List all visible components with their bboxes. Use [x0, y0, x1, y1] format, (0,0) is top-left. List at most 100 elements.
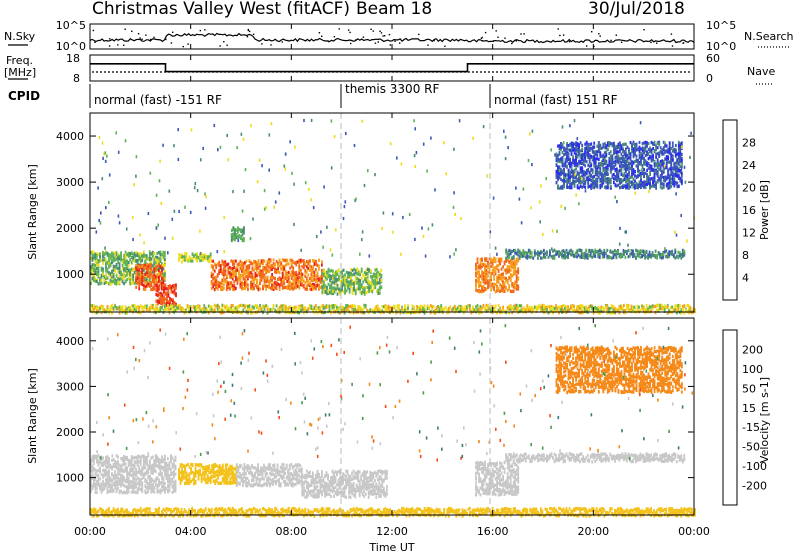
range-time-cell	[494, 290, 497, 294]
range-time-cell	[159, 271, 162, 275]
range-time-cell	[576, 255, 578, 259]
range-time-cell	[375, 272, 378, 276]
range-time-cell	[530, 251, 533, 255]
range-time-cell	[644, 154, 647, 158]
range-time-cell	[265, 284, 267, 288]
range-time-cell	[558, 151, 561, 155]
range-time-cell	[130, 282, 133, 286]
range-time-cell	[680, 158, 683, 162]
range-time-cell	[188, 257, 191, 261]
range-time-cell	[590, 174, 593, 178]
range-time-cell	[330, 277, 333, 281]
range-time-cell	[90, 308, 92, 312]
range-time-cell	[617, 161, 620, 165]
range-time-cell	[563, 172, 565, 176]
range-time-cell	[509, 261, 512, 265]
range-time-cell	[597, 157, 600, 162]
range-time-cell	[646, 180, 648, 184]
range-time-cell	[99, 255, 101, 259]
range-time-cell	[315, 274, 317, 278]
range-time-cell	[210, 308, 213, 312]
range-time-cell	[162, 267, 165, 271]
range-time-cell	[316, 263, 319, 267]
range-time-cell	[478, 290, 480, 294]
range-time-cell	[162, 280, 165, 284]
range-time-cell	[239, 303, 242, 307]
range-time-cell	[132, 278, 135, 282]
range-time-cell	[605, 153, 608, 157]
range-time-cell	[315, 262, 317, 266]
range-time-cell	[91, 304, 94, 308]
range-time-cell	[640, 181, 642, 185]
range-time-cell	[312, 270, 314, 274]
range-time-cell	[284, 285, 287, 289]
range-time-cell	[312, 287, 314, 291]
range-time-cell	[260, 271, 263, 275]
range-time-cell	[661, 175, 664, 179]
nsky-dot	[247, 29, 250, 32]
range-time-cell	[575, 148, 577, 152]
range-time-cell	[558, 165, 561, 169]
range-time-cell	[210, 271, 213, 275]
range-time-cell	[319, 285, 322, 290]
range-time-cell	[307, 307, 310, 311]
range-time-cell	[634, 144, 636, 148]
range-time-cell	[323, 286, 325, 290]
range-time-cell	[117, 266, 119, 270]
range-time-cell	[210, 286, 213, 290]
range-time-cell	[665, 249, 668, 253]
range-time-cell	[637, 166, 639, 170]
range-time-cell	[336, 270, 339, 274]
range-time-cell	[109, 279, 112, 283]
range-time-cell	[344, 273, 346, 277]
range-time-cell	[351, 287, 354, 291]
range-time-cell	[362, 290, 365, 294]
range-time-cell	[540, 251, 542, 255]
range-time-cell	[506, 288, 509, 292]
range-time-cell	[197, 256, 200, 260]
range-time-cell	[102, 272, 104, 276]
range-time-cell	[206, 256, 209, 260]
range-time-cell	[676, 185, 679, 189]
range-time-cell	[201, 307, 204, 311]
range-time-cell	[233, 272, 236, 276]
range-time-cell	[652, 168, 654, 172]
range-time-cell	[293, 286, 296, 290]
range-time-cell	[242, 274, 245, 278]
range-time-cell	[609, 170, 612, 174]
range-time-cell	[269, 286, 272, 290]
range-time-cell	[569, 143, 571, 147]
range-time-cell	[620, 152, 623, 156]
range-time-cell	[165, 307, 168, 311]
range-time-cell	[334, 304, 337, 308]
range-time-cell	[142, 287, 145, 291]
range-time-cell	[609, 159, 612, 163]
range-time-cell	[356, 276, 359, 281]
range-time-cell	[628, 152, 630, 156]
range-time-cell	[94, 270, 97, 274]
range-time-cell	[580, 253, 583, 257]
range-time-cell	[91, 253, 94, 257]
range-time-cell	[106, 308, 109, 313]
range-time-cell	[245, 265, 248, 269]
range-time-cell	[144, 285, 147, 289]
range-time-cell	[538, 253, 541, 257]
range-time-cell	[673, 178, 676, 183]
range-time-cell	[609, 168, 612, 172]
range-time-cell	[493, 259, 495, 263]
range-time-cell	[159, 253, 162, 257]
range-time-cell	[127, 306, 130, 310]
range-time-cell	[295, 286, 298, 290]
range-time-cell	[172, 290, 174, 294]
range-time-cell	[212, 285, 215, 289]
range-time-cell	[508, 260, 511, 264]
range-time-cell	[195, 307, 198, 311]
range-time-cell	[245, 282, 248, 286]
range-time-cell	[159, 258, 162, 262]
range-time-cell	[643, 183, 645, 187]
range-time-cell	[126, 259, 128, 263]
range-time-cell	[485, 268, 488, 273]
range-time-cell	[231, 287, 234, 291]
range-time-cell	[649, 149, 651, 153]
range-time-cell	[266, 275, 269, 279]
